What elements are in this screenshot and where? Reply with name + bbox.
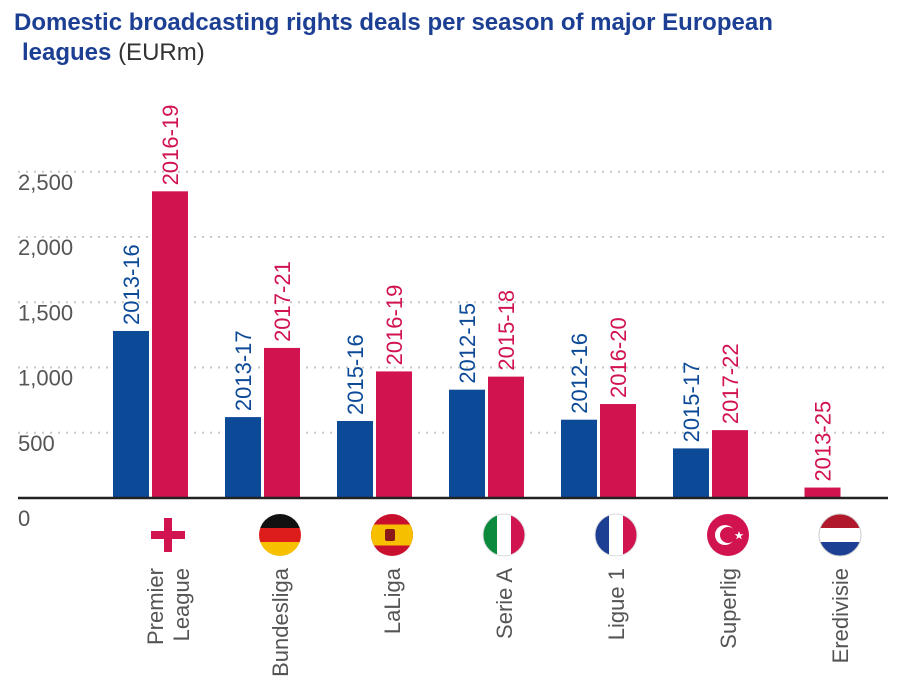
league-label: Superlig bbox=[716, 568, 741, 649]
chart-title-line1: Domestic broadcasting rights deals per s… bbox=[14, 9, 773, 36]
france-flag-icon bbox=[594, 513, 638, 557]
flag-fill bbox=[483, 514, 525, 556]
bar-group: 2012-16 2016-20 bbox=[561, 317, 636, 498]
coat-of-arms bbox=[385, 529, 395, 541]
bar bbox=[488, 376, 524, 498]
bar bbox=[561, 419, 597, 498]
chart-title: Domestic broadcasting rights deals per s… bbox=[14, 8, 894, 68]
germany-flag-icon bbox=[259, 514, 301, 556]
league-label: League bbox=[169, 568, 194, 641]
y-tick-label: 2,500 bbox=[18, 170, 73, 195]
bar bbox=[804, 487, 841, 498]
bar-period-label: 2015-16 bbox=[343, 334, 368, 415]
flag-fill bbox=[595, 514, 637, 556]
flag-outline bbox=[594, 513, 638, 557]
flag-stripe bbox=[609, 514, 623, 556]
flag-fill bbox=[259, 514, 301, 556]
league-label: Premier bbox=[143, 568, 168, 645]
bar-period-label: 2015-18 bbox=[494, 290, 519, 371]
chart-title-line2: leagues (EURm) bbox=[14, 38, 894, 68]
y-tick-label: 0 bbox=[18, 506, 30, 531]
bar bbox=[600, 404, 636, 498]
chart-title-leagues: leagues bbox=[22, 39, 112, 66]
bar-group: 2015-16 2016-19 bbox=[337, 285, 412, 498]
bar-period-label: 2016-19 bbox=[382, 285, 407, 366]
flag-stripe bbox=[511, 514, 525, 556]
england-flag-icon bbox=[151, 518, 185, 552]
bar-period-label: 2012-15 bbox=[455, 303, 480, 384]
crescent-inner bbox=[720, 527, 736, 543]
bar bbox=[337, 421, 373, 498]
netherlands-flag-icon bbox=[818, 513, 862, 557]
bar-group: 2013-16 2016-19 bbox=[113, 105, 188, 498]
flag-fill bbox=[371, 514, 413, 556]
flag-fill bbox=[819, 514, 861, 556]
flag-stripe bbox=[623, 514, 637, 556]
bar-period-label: 2016-19 bbox=[158, 105, 183, 186]
bar bbox=[376, 371, 412, 498]
y-tick-label: 2,000 bbox=[18, 235, 73, 260]
bar-period-label: 2012-16 bbox=[567, 333, 592, 414]
league-label: Serie A bbox=[492, 568, 517, 639]
bar-period-label: 2017-21 bbox=[270, 261, 295, 342]
bar-period-label: 2016-20 bbox=[606, 317, 631, 398]
bar bbox=[449, 389, 485, 498]
bar bbox=[113, 330, 149, 498]
bar-period-label: 2013-17 bbox=[231, 330, 256, 411]
cross-bar bbox=[164, 518, 172, 552]
bar bbox=[712, 430, 748, 498]
flag-stripe bbox=[595, 514, 609, 556]
bar-group: 2013-17 2017-21 bbox=[225, 261, 300, 498]
flag-stripe bbox=[497, 514, 511, 556]
bar bbox=[225, 417, 261, 498]
chart-unit: (EURm) bbox=[118, 39, 205, 66]
flag-stripe bbox=[819, 514, 861, 528]
bar-period-label: 2013-25 bbox=[811, 401, 836, 482]
bar bbox=[673, 448, 709, 498]
bar bbox=[152, 191, 188, 498]
flag-stripe bbox=[819, 528, 861, 542]
spain-flag-icon bbox=[371, 514, 413, 556]
flag-outline bbox=[818, 513, 862, 557]
flag-stripe bbox=[819, 542, 861, 556]
flag-stripe bbox=[259, 528, 301, 542]
bar-period-label: 2015-17 bbox=[679, 362, 704, 443]
bar bbox=[264, 347, 300, 498]
bar-period-label: 2013-16 bbox=[119, 244, 144, 325]
bar-group: 2012-15 2015-18 bbox=[449, 290, 524, 498]
star bbox=[734, 531, 744, 540]
league-label: LaLiga bbox=[380, 567, 405, 634]
flag-stripe bbox=[483, 514, 497, 556]
flag-stripe bbox=[259, 514, 301, 528]
y-tick-label: 1,000 bbox=[18, 366, 73, 391]
italy-flag-icon bbox=[482, 513, 526, 557]
league-label: Ligue 1 bbox=[604, 568, 629, 640]
turkey-flag-icon bbox=[707, 514, 749, 556]
bar-period-label: 2017-22 bbox=[718, 343, 743, 424]
y-tick-label: 500 bbox=[18, 431, 55, 456]
flag-outline bbox=[482, 513, 526, 557]
y-tick-label: 1,500 bbox=[18, 300, 73, 325]
bar-group: 2015-17 2017-22 bbox=[673, 343, 748, 498]
flag-fill bbox=[707, 514, 749, 556]
league-label: Eredivisie bbox=[828, 568, 853, 663]
league-label: Bundesliga bbox=[268, 567, 293, 677]
bar-group: 2013-25 bbox=[804, 401, 841, 498]
flag-stripe bbox=[259, 542, 301, 556]
